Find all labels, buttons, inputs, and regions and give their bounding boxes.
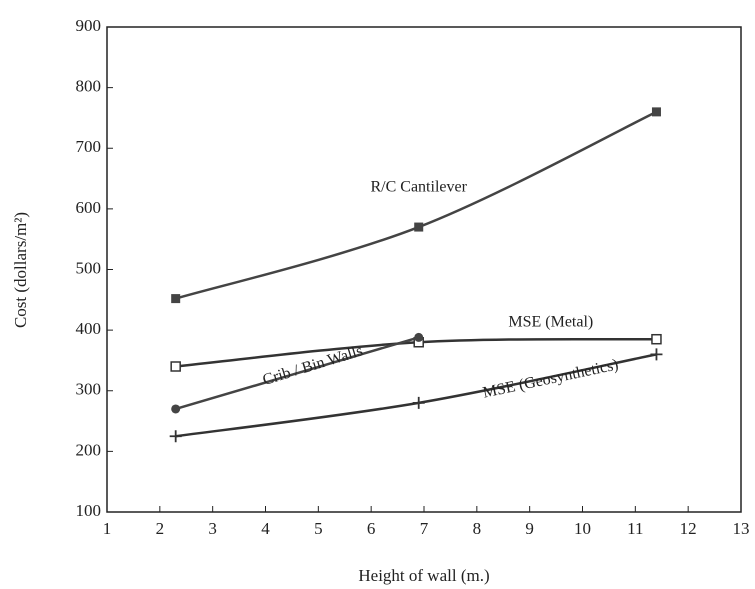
marker [414,333,423,342]
marker [171,404,180,413]
marker [170,430,182,442]
x-tick-label: 5 [314,519,323,538]
series-label: R/C Cantilever [370,178,467,195]
x-tick-label: 4 [261,519,270,538]
x-tick-label: 7 [420,519,429,538]
chart: Height of wall (m.) Cost (dollars/m²) 12… [0,0,755,589]
series-label: MSE (Geosynthetics) [481,356,620,401]
marker [171,362,180,371]
y-tick-label: 100 [76,501,102,520]
marker [413,397,425,409]
y-tick-label: 800 [76,77,102,96]
marker [652,107,661,116]
x-tick-label: 9 [525,519,534,538]
y-tick-label: 600 [76,198,102,217]
x-tick-label: 3 [208,519,217,538]
marker [414,223,423,232]
series-label: MSE (Metal) [508,314,593,331]
marker [650,348,662,360]
series-label: Crib / Bin Walls [261,342,365,389]
y-tick-label: 500 [76,258,102,277]
x-tick-label: 2 [156,519,165,538]
x-tick-label: 12 [680,519,697,538]
y-tick-label: 900 [76,16,102,35]
marker [171,294,180,303]
x-tick-label: 13 [733,519,750,538]
y-tick-label: 300 [76,380,102,399]
marker [652,335,661,344]
x-tick-label: 10 [574,519,591,538]
x-tick-label: 6 [367,519,376,538]
y-tick-label: 200 [76,440,102,459]
plot-frame [107,27,741,512]
x-tick-label: 11 [627,519,643,538]
series-line [176,112,657,299]
y-tick-label: 400 [76,319,102,338]
x-axis-label: Height of wall (m.) [358,566,489,585]
x-tick-label: 8 [473,519,482,538]
y-tick-label: 700 [76,137,102,156]
y-axis-label: Cost (dollars/m²) [11,212,30,328]
x-tick-label: 1 [103,519,112,538]
